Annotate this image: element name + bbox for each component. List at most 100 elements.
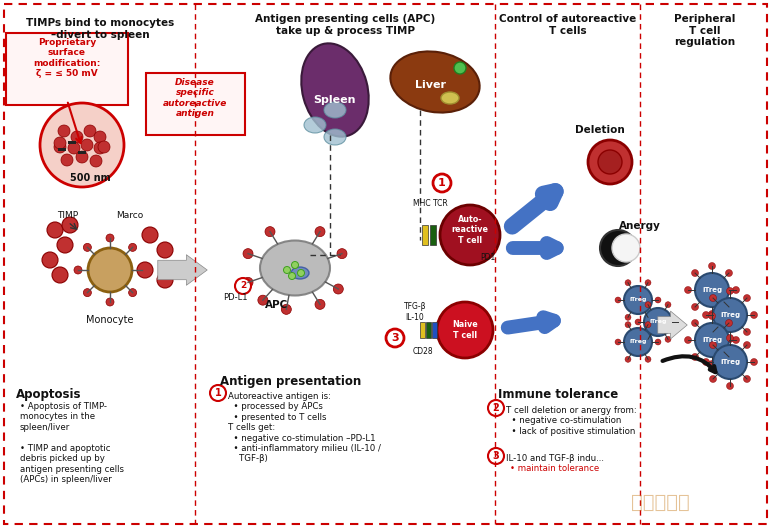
- Bar: [426, 322, 431, 338]
- Circle shape: [625, 322, 631, 328]
- Circle shape: [692, 319, 699, 326]
- Circle shape: [709, 375, 716, 382]
- Text: Antigen presenting cells (APC)
take up & process TIMP: Antigen presenting cells (APC) take up &…: [255, 14, 435, 35]
- Bar: [432, 322, 437, 338]
- Ellipse shape: [304, 117, 326, 133]
- Circle shape: [692, 304, 699, 310]
- Text: 1: 1: [438, 178, 446, 188]
- Text: 1: 1: [214, 388, 221, 398]
- Circle shape: [129, 289, 136, 297]
- Circle shape: [750, 359, 757, 365]
- Circle shape: [709, 361, 715, 367]
- Circle shape: [713, 345, 747, 379]
- Circle shape: [88, 248, 132, 292]
- Bar: [422, 225, 428, 245]
- Circle shape: [743, 342, 750, 348]
- Circle shape: [665, 336, 671, 342]
- Circle shape: [157, 272, 173, 288]
- Text: Marco: Marco: [116, 211, 143, 220]
- Circle shape: [645, 280, 651, 286]
- Circle shape: [47, 222, 63, 238]
- Circle shape: [615, 297, 621, 303]
- Text: 500 nm: 500 nm: [69, 173, 110, 183]
- Text: TIMP: TIMP: [57, 211, 79, 220]
- Circle shape: [142, 227, 158, 243]
- Circle shape: [52, 267, 68, 283]
- Circle shape: [695, 273, 729, 307]
- Circle shape: [726, 335, 733, 342]
- Circle shape: [54, 141, 66, 153]
- Text: iTreg: iTreg: [720, 359, 740, 365]
- Circle shape: [665, 301, 671, 308]
- Circle shape: [315, 227, 325, 237]
- Text: Immune tolerance: Immune tolerance: [498, 388, 618, 401]
- Circle shape: [71, 131, 83, 143]
- Circle shape: [726, 353, 732, 361]
- Text: Control of autoreactive
T cells: Control of autoreactive T cells: [500, 14, 637, 35]
- Text: APC: APC: [265, 300, 288, 310]
- Circle shape: [625, 356, 631, 362]
- Circle shape: [732, 336, 739, 344]
- Text: 凯莱英药闻: 凯莱英药闻: [631, 493, 689, 512]
- Circle shape: [298, 269, 305, 277]
- Ellipse shape: [324, 129, 346, 145]
- Bar: [58, 148, 66, 151]
- Bar: [430, 225, 436, 245]
- Circle shape: [709, 262, 715, 269]
- Text: TFG-β
IL-10: TFG-β IL-10: [404, 303, 426, 322]
- Circle shape: [440, 205, 500, 265]
- Bar: [420, 322, 425, 338]
- Circle shape: [83, 243, 92, 251]
- Circle shape: [386, 329, 404, 347]
- Circle shape: [726, 319, 732, 326]
- Ellipse shape: [390, 51, 480, 112]
- Circle shape: [625, 314, 631, 320]
- Circle shape: [58, 125, 70, 137]
- Circle shape: [625, 280, 631, 286]
- Circle shape: [743, 295, 750, 301]
- Text: Apoptosis: Apoptosis: [16, 388, 82, 401]
- Text: iTreg: iTreg: [629, 297, 647, 303]
- Circle shape: [726, 288, 733, 295]
- Circle shape: [598, 150, 622, 174]
- Circle shape: [709, 310, 715, 317]
- Circle shape: [624, 286, 652, 314]
- Circle shape: [243, 249, 253, 259]
- Circle shape: [83, 289, 92, 297]
- Text: Liver: Liver: [415, 80, 446, 90]
- Text: Deletion: Deletion: [575, 125, 625, 135]
- Text: 2: 2: [240, 281, 246, 290]
- Text: Anergy: Anergy: [619, 221, 661, 231]
- Circle shape: [709, 328, 716, 335]
- Circle shape: [94, 142, 106, 154]
- Circle shape: [709, 313, 715, 319]
- Circle shape: [94, 131, 106, 143]
- Circle shape: [106, 234, 114, 242]
- Text: 3: 3: [493, 451, 500, 461]
- Text: 3: 3: [391, 333, 399, 343]
- Circle shape: [235, 278, 251, 294]
- Circle shape: [137, 262, 153, 278]
- Circle shape: [732, 287, 739, 294]
- Circle shape: [265, 227, 275, 237]
- Text: PD1: PD1: [480, 252, 496, 261]
- Circle shape: [333, 284, 343, 294]
- Ellipse shape: [441, 92, 459, 104]
- Circle shape: [655, 339, 661, 345]
- Circle shape: [645, 336, 651, 342]
- Circle shape: [743, 375, 750, 382]
- Circle shape: [74, 266, 82, 274]
- Circle shape: [488, 400, 504, 416]
- Text: Spleen: Spleen: [314, 95, 356, 105]
- Circle shape: [98, 141, 110, 153]
- Circle shape: [288, 272, 295, 279]
- Circle shape: [726, 335, 733, 343]
- Circle shape: [702, 359, 709, 365]
- Circle shape: [284, 267, 291, 274]
- Circle shape: [433, 174, 451, 192]
- Circle shape: [437, 302, 493, 358]
- Circle shape: [615, 339, 621, 345]
- Circle shape: [685, 287, 692, 294]
- Text: Antigen presentation: Antigen presentation: [220, 375, 362, 388]
- Text: Disease
specific
autoreactive
antigen: Disease specific autoreactive antigen: [163, 78, 227, 118]
